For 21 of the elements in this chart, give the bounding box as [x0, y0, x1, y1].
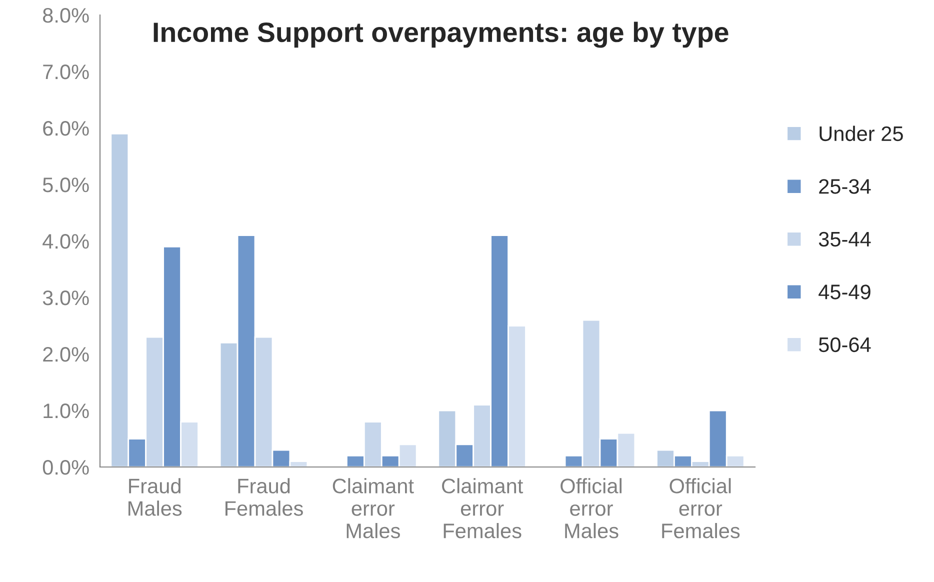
legend-label: 25-34 — [819, 179, 871, 194]
x-tick-label: Fraud Males — [128, 478, 182, 516]
y-tick-label: 2.0% — [43, 347, 89, 362]
y-tick-label: 6.0% — [43, 121, 89, 136]
x-tick-label: Official error Males — [560, 478, 622, 538]
x-tick-label: Official error Females — [662, 478, 740, 538]
x-tick-label: Claimant error Females — [442, 478, 524, 538]
y-tick-label: 1.0% — [44, 404, 89, 418]
y-tick-label: 0.0% — [42, 460, 89, 475]
y-tick-label: 4.0% — [42, 234, 89, 249]
y-tick-label: 5.0% — [42, 178, 89, 192]
legend-label: 35-44 — [818, 232, 871, 247]
x-tick-label: Claimant error Males — [332, 478, 414, 538]
legend-label: 45-49 — [818, 284, 870, 300]
chart-title: Income Support overpayments: age by type — [154, 22, 728, 48]
x-tick-label: Fraud Females — [226, 478, 303, 516]
y-tick-label: 3.0% — [42, 290, 89, 306]
y-tick-label: 7.0% — [43, 64, 89, 80]
legend-label: Under 25 — [820, 126, 903, 142]
y-tick-label: 8.0% — [43, 8, 89, 23]
legend-label: 50-64 — [818, 337, 871, 352]
